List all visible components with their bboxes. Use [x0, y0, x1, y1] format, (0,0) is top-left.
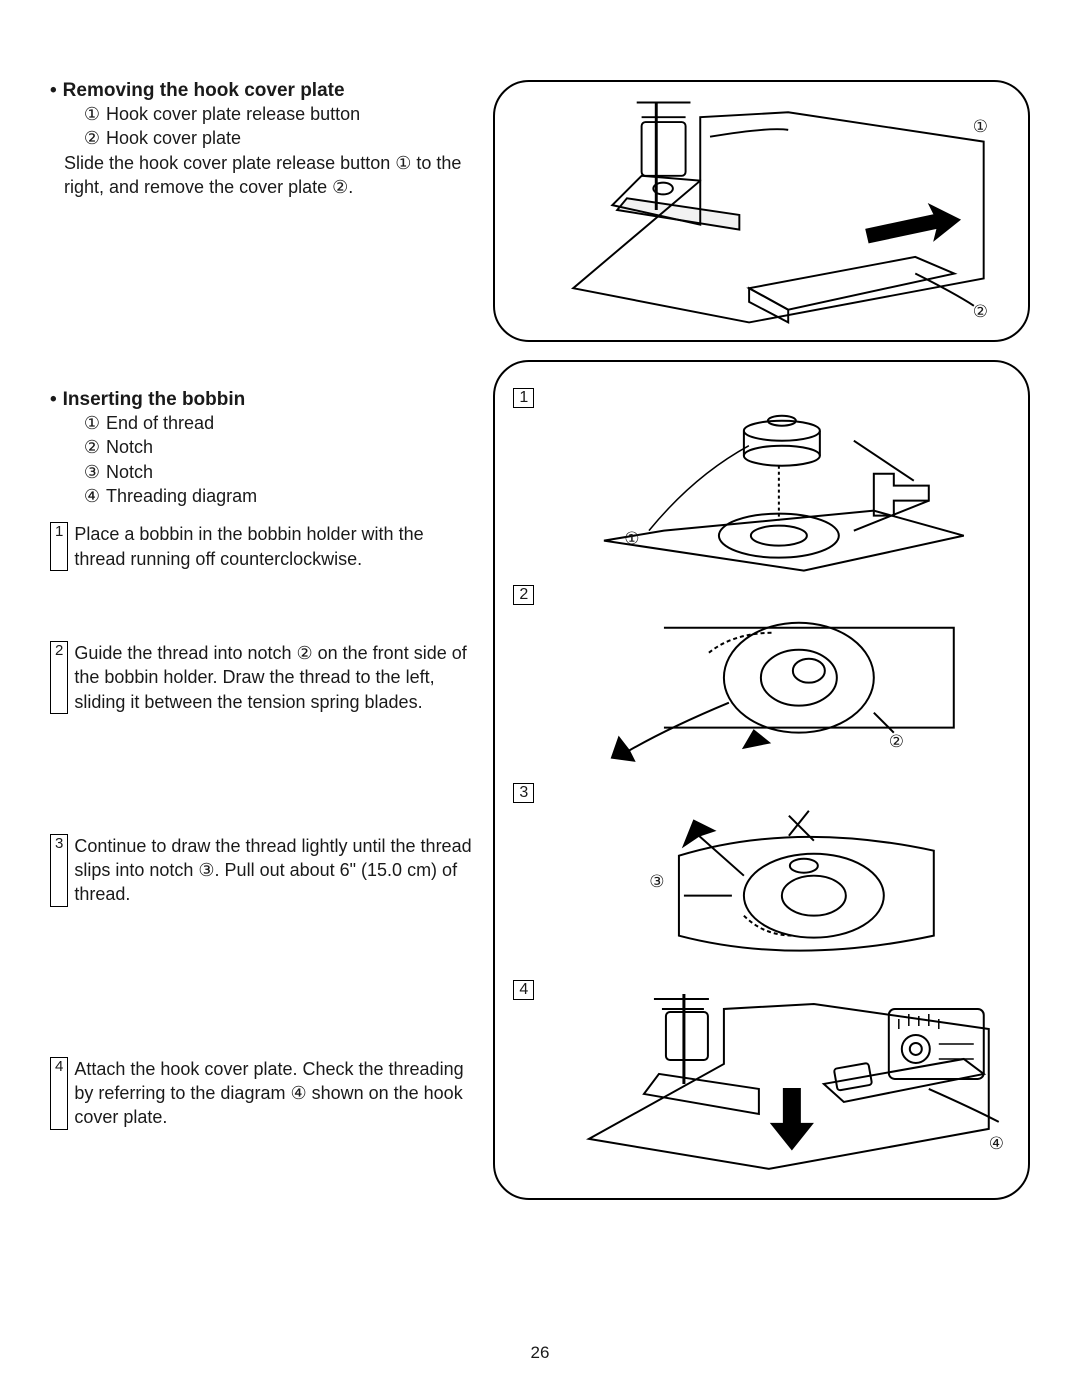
callout-p3: ③: [649, 872, 664, 892]
section1-title: • Removing the hook cover plate: [50, 80, 478, 102]
step-2: 2 Guide the thread into notch ② on the f…: [50, 641, 478, 714]
section1-title-text: Removing the hook cover plate: [63, 80, 345, 102]
section2-legend: ①End of thread ②Notch ③Notch ④Threading …: [82, 411, 478, 508]
step-1: 1 Place a bobbin in the bobbin holder wi…: [50, 522, 478, 571]
panel-1: 1: [509, 382, 1014, 579]
step-3: 3 Continue to draw the thread lightly un…: [50, 834, 478, 907]
panel-4: 4: [509, 974, 1014, 1184]
section2-title: • Inserting the bobbin: [50, 389, 478, 411]
callout-p1: ①: [624, 529, 639, 549]
section2-title-text: Inserting the bobbin: [63, 389, 246, 411]
bullet-icon: •: [50, 389, 57, 411]
figure-column: ① ② 1: [493, 80, 1030, 1200]
bobbin-notch3-icon: [534, 777, 1014, 974]
bobbin-notch2-icon: [534, 579, 1014, 776]
figure-inserting-bobbin: 1: [493, 360, 1030, 1200]
callout-1: ①: [973, 117, 988, 137]
text-column: • Removing the hook cover plate ①Hook co…: [50, 80, 493, 1200]
bobbin-insert-icon: [534, 382, 1014, 579]
section1-body: Slide the hook cover plate release butto…: [64, 151, 478, 200]
panel-3: 3: [509, 777, 1014, 974]
step-4: 4 Attach the hook cover plate. Check the…: [50, 1057, 478, 1130]
page-number: 26: [531, 1343, 550, 1363]
panel-2: 2: [509, 579, 1014, 776]
callout-2: ②: [973, 302, 988, 322]
cover-plate-reattach-icon: [534, 974, 1014, 1184]
figure-removing-plate: ① ②: [493, 80, 1030, 342]
callout-p2: ②: [889, 732, 904, 752]
sewing-machine-icon: [495, 82, 1028, 340]
bullet-icon: •: [50, 80, 57, 102]
section1-legend: ①Hook cover plate release button ②Hook c…: [82, 102, 478, 151]
callout-p4: ④: [989, 1134, 1004, 1154]
